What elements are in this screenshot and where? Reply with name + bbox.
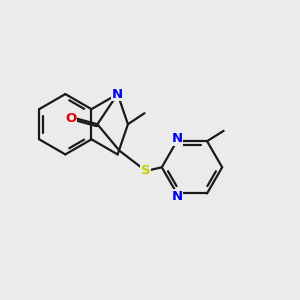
Text: N: N bbox=[171, 132, 182, 145]
Text: S: S bbox=[141, 164, 151, 178]
Text: N: N bbox=[112, 88, 123, 100]
Text: N: N bbox=[171, 190, 182, 202]
Text: O: O bbox=[65, 112, 76, 125]
